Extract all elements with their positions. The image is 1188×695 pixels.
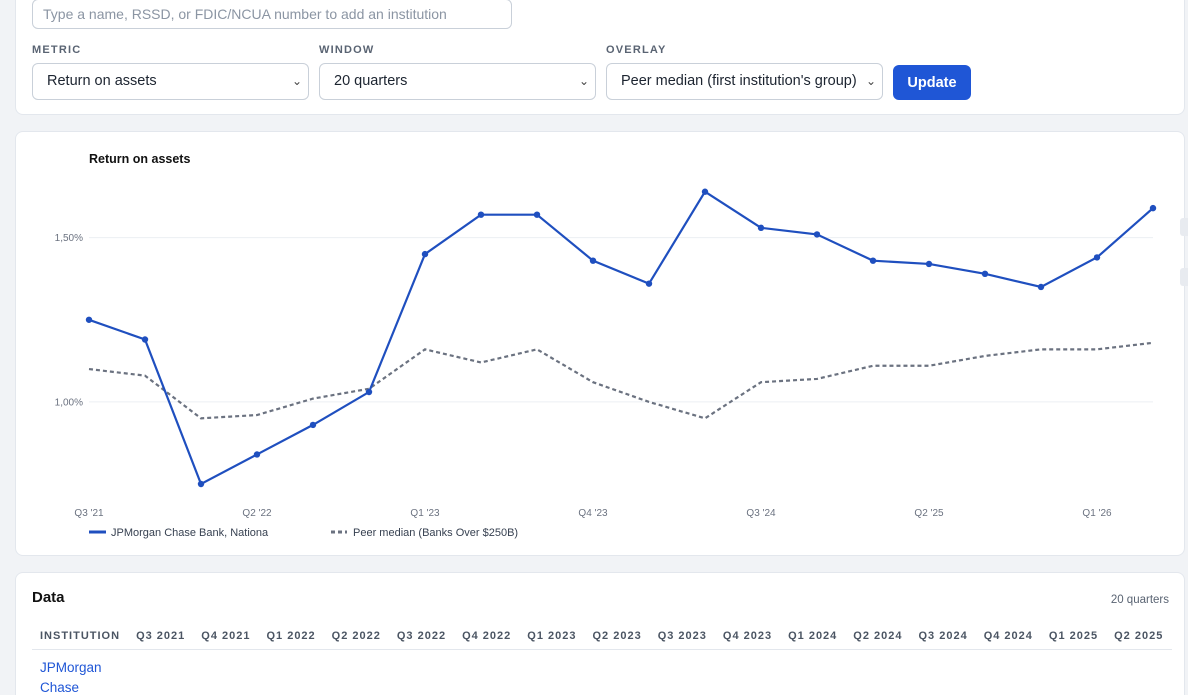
- window-select[interactable]: 20 quarters ⌄: [319, 63, 596, 100]
- x-tick-label: Q2 '22: [242, 508, 272, 519]
- column-header-quarter[interactable]: Q1 2025: [1040, 625, 1107, 650]
- data-point[interactable]: [253, 451, 261, 458]
- x-tick-label: Q3 '21: [74, 508, 104, 519]
- column-header-quarter[interactable]: Q1 2023: [519, 625, 585, 650]
- column-header-quarter[interactable]: Q2 2022: [323, 625, 389, 650]
- column-header-quarter[interactable]: Q2 2025: [1106, 625, 1172, 650]
- chart-title: Return on assets: [89, 152, 191, 166]
- column-header-quarter[interactable]: Q3 2023: [649, 625, 715, 650]
- data-point[interactable]: [925, 260, 933, 268]
- data-point[interactable]: [533, 211, 541, 218]
- column-header-quarter[interactable]: Q3 2022: [388, 625, 455, 650]
- column-header-quarter[interactable]: Q3 2021: [128, 625, 194, 650]
- overlay-select-value: Peer median (first institution's group): [621, 73, 857, 89]
- data-panel: Data 20 quarters INSTITUTION Q3 2021 Q4 20…: [15, 572, 1185, 695]
- chart-panel: Return on assets 1,00% 1,50% Q3 '21 Q2 '22 Q…: [15, 131, 1185, 556]
- institution-search-input[interactable]: [32, 0, 512, 29]
- y-tick-label: 1,50%: [55, 233, 83, 244]
- data-point[interactable]: [981, 270, 989, 278]
- table-header-row: INSTITUTION Q3 2021 Q4 2021 Q1 2022 Q2 2022 Q…: [32, 625, 1172, 650]
- chevron-down-icon: ⌄: [578, 74, 589, 88]
- metric-select[interactable]: Return on assets ⌄: [32, 63, 309, 100]
- data-point[interactable]: [477, 211, 485, 218]
- data-table: INSTITUTION Q3 2021 Q4 2021 Q1 2022 Q2 2022 Q…: [32, 625, 1172, 695]
- data-point[interactable]: [365, 388, 373, 396]
- line-chart: 1,00% 1,50% Q3 '21 Q2 '22 Q1 '23 Q4 '23 Q3 '24…: [55, 188, 1157, 539]
- series-line-jpmorgan: [88, 190, 1154, 486]
- data-point[interactable]: [1037, 283, 1045, 291]
- legend-label-peer[interactable]: Peer median (Banks Over $250B): [353, 527, 518, 539]
- column-header-quarter[interactable]: Q2 2024: [845, 625, 911, 650]
- column-header-quarter[interactable]: Q4 2022: [454, 625, 520, 650]
- data-point[interactable]: [1149, 204, 1157, 212]
- column-header-quarter[interactable]: Q1 2024: [780, 625, 846, 650]
- column-header-institution[interactable]: INSTITUTION: [32, 625, 129, 650]
- data-point[interactable]: [1093, 254, 1101, 261]
- overlay-select[interactable]: Peer median (first institution's group) …: [606, 63, 883, 100]
- window-label: WINDOW: [319, 44, 375, 56]
- metric-select-value: Return on assets: [47, 73, 157, 89]
- edge-handle[interactable]: [1180, 268, 1188, 286]
- controls-panel: METRIC WINDOW OVERLAY Return on assets ⌄…: [15, 0, 1185, 115]
- data-point[interactable]: [645, 280, 653, 287]
- data-point[interactable]: [141, 336, 149, 343]
- data-title: Data: [32, 589, 65, 606]
- column-header-quarter[interactable]: Q3 202: [1171, 625, 1172, 650]
- data-point[interactable]: [197, 480, 205, 488]
- x-tick-label: Q4 '23: [578, 508, 608, 519]
- data-point[interactable]: [589, 257, 597, 264]
- institution-cell: JPMorgan Chase: [32, 650, 128, 695]
- window-select-value: 20 quarters: [334, 73, 408, 89]
- quarter-count: 20 quarters: [1110, 594, 1169, 606]
- edge-handle[interactable]: [1180, 218, 1188, 236]
- series-line-peer-median: [88, 341, 1154, 420]
- x-tick-label: Q1 '26: [1082, 508, 1112, 519]
- column-header-quarter[interactable]: Q4 2024: [975, 625, 1041, 650]
- column-header-quarter[interactable]: Q4 2023: [714, 625, 781, 650]
- column-header-quarter[interactable]: Q3 2024: [910, 625, 976, 650]
- chevron-down-icon: ⌄: [291, 74, 302, 88]
- data-point[interactable]: [701, 188, 709, 195]
- institution-link[interactable]: JPMorgan Chase: [40, 660, 102, 695]
- column-header-quarter[interactable]: Q2 2023: [584, 625, 650, 650]
- data-point[interactable]: [757, 224, 765, 232]
- chevron-down-icon: ⌄: [865, 74, 876, 88]
- legend-label-jpmorgan[interactable]: JPMorgan Chase Bank, Nationa: [111, 527, 269, 539]
- data-table-wrapper[interactable]: INSTITUTION Q3 2021 Q4 2021 Q1 2022 Q2 2022 Q…: [32, 625, 1172, 695]
- column-header-quarter[interactable]: Q4 2021: [193, 625, 259, 650]
- data-point[interactable]: [85, 316, 93, 323]
- y-tick-label: 1,00%: [55, 397, 83, 408]
- data-point[interactable]: [813, 231, 821, 238]
- metric-label: METRIC: [32, 44, 82, 56]
- x-tick-label: Q1 '23: [410, 508, 440, 519]
- data-point[interactable]: [309, 421, 317, 429]
- x-tick-label: Q2 '25: [914, 508, 944, 519]
- table-row: JPMorgan Chase: [32, 650, 1172, 695]
- column-header-quarter[interactable]: Q1 2022: [258, 625, 324, 650]
- overlay-label: OVERLAY: [606, 44, 667, 56]
- data-point[interactable]: [421, 250, 429, 258]
- x-tick-label: Q3 '24: [746, 508, 776, 519]
- table-body: JPMorgan Chase: [32, 650, 1172, 695]
- data-point[interactable]: [869, 257, 877, 264]
- update-button[interactable]: Update: [893, 65, 971, 100]
